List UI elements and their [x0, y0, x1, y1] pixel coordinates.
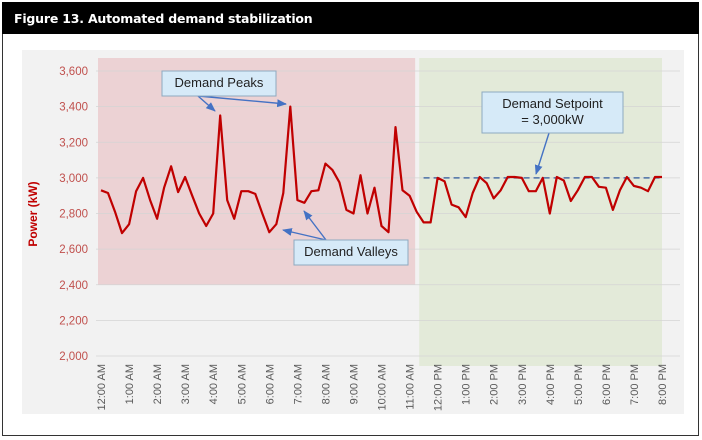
- y-tick-label: 3,400: [59, 102, 88, 114]
- title-bar: Figure 13. Automated demand stabilizatio…: [2, 2, 699, 34]
- peaks-arrow: [197, 95, 216, 112]
- callout-demand-setpoint-text: = 3,000kW: [521, 112, 584, 127]
- y-tick-label: 2,200: [59, 315, 88, 327]
- x-tick-label: 1:00 AM: [124, 364, 136, 404]
- x-tick-label: 12:00 PM: [433, 364, 445, 411]
- x-tick-label: 5:00 AM: [236, 364, 248, 404]
- x-tick-label: 8:00 PM: [657, 364, 669, 405]
- y-tick-label: 3,000: [59, 173, 88, 185]
- x-tick-label: 7:00 PM: [629, 364, 641, 405]
- valleys-arrow: [303, 210, 327, 241]
- x-tick-label: 10:00 AM: [377, 364, 389, 410]
- x-tick-label: 11:00 AM: [405, 364, 417, 410]
- x-tick-label: 3:00 AM: [180, 364, 192, 404]
- x-tick-label: 1:00 PM: [461, 364, 473, 405]
- callout-demand-peaks: Demand Peaks: [161, 70, 277, 97]
- y-axis-label: Power (kW): [26, 181, 40, 246]
- x-tick-label: 6:00 AM: [264, 364, 276, 404]
- callout-demand-valleys-box: [293, 239, 409, 266]
- x-tick-label: 4:00 PM: [545, 364, 557, 405]
- y-tick-label: 2,600: [59, 244, 88, 256]
- x-tick-label: 2:00 PM: [489, 364, 501, 405]
- callout-demand-setpoint-box: [481, 91, 624, 134]
- y-tick-label: 2,800: [59, 209, 88, 221]
- x-tick-label: 3:00 PM: [517, 364, 529, 405]
- callout-demand-peaks-text: Demand Peaks: [175, 75, 264, 90]
- y-tick-label: 2,000: [59, 351, 88, 363]
- figure-title: Figure 13. Automated demand stabilizatio…: [14, 11, 313, 26]
- x-tick-label: 5:00 PM: [573, 364, 585, 405]
- callout-demand-setpoint: Demand Setpoint= 3,000kW: [481, 91, 624, 134]
- callout-demand-valleys-text: Demand Valleys: [304, 244, 398, 259]
- peaks-arrow: [197, 95, 287, 108]
- x-tick-label: 9:00 AM: [348, 364, 360, 404]
- y-tick-label: 3,600: [59, 66, 88, 78]
- callout-demand-peaks-box: [161, 70, 277, 97]
- setpoint-arrow: [534, 132, 550, 175]
- x-tick-label: 6:00 PM: [601, 364, 613, 405]
- callout-demand-setpoint-text: Demand Setpoint: [502, 96, 603, 111]
- y-tick-label: 3,200: [59, 137, 88, 149]
- callout-demand-valleys: Demand Valleys: [293, 239, 409, 266]
- power-line: [100, 105, 662, 235]
- y-tick-label: 2,400: [59, 280, 88, 292]
- x-tick-label: 4:00 AM: [208, 364, 220, 404]
- x-tick-label: 8:00 AM: [320, 364, 332, 404]
- x-tick-label: 7:00 AM: [292, 364, 304, 404]
- valleys-arrow: [282, 228, 327, 241]
- x-tick-label: 12:00 AM: [96, 364, 108, 410]
- x-tick-label: 2:00 AM: [152, 364, 164, 404]
